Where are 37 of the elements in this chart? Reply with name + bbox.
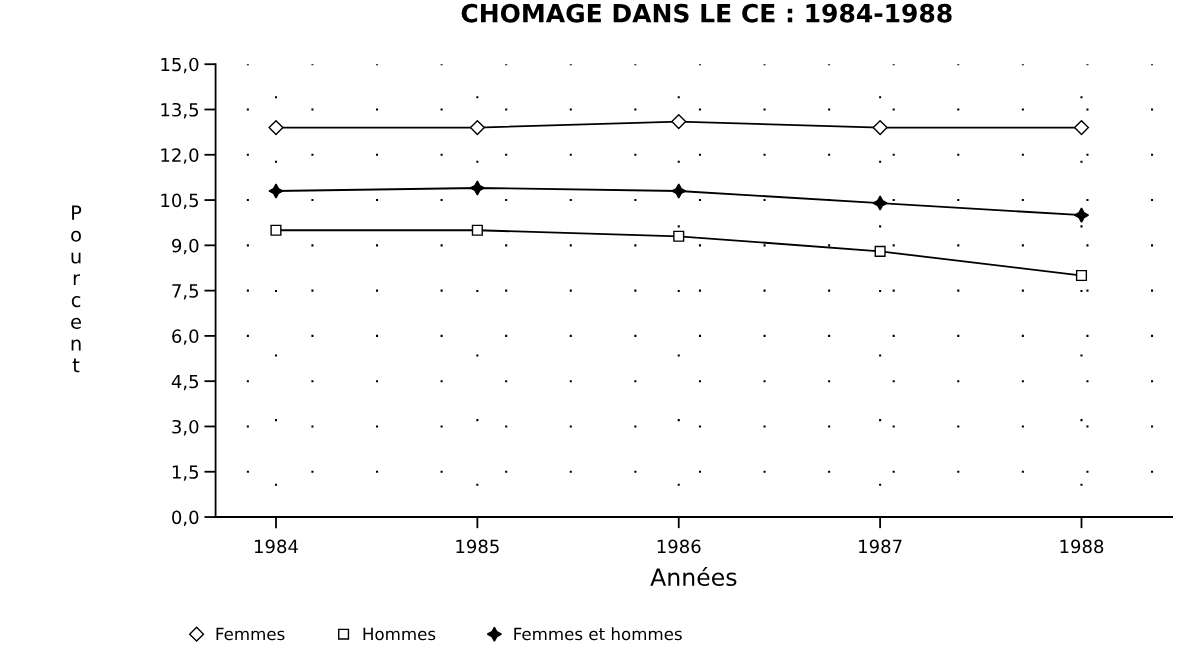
x-tick-label: 1985 (456, 539, 499, 554)
y-tick-label: 7,5 (172, 284, 199, 300)
point (874, 245, 886, 257)
y-tick-label: 12,0 (161, 148, 199, 164)
y-tick-label: 1,5 (172, 465, 199, 481)
point (872, 120, 888, 136)
point (872, 195, 888, 211)
x-tick-label: 1988 (1060, 539, 1104, 554)
x-axis-title: Années (650, 566, 737, 587)
x-tick-label: 1986 (657, 539, 701, 554)
legend-label: Femmes (216, 627, 285, 641)
point (673, 230, 685, 242)
y-tick-label: 9,0 (172, 238, 199, 255)
point (270, 224, 282, 236)
y-tick-label: 4,5 (171, 374, 199, 391)
point (671, 114, 687, 130)
point (268, 183, 284, 199)
chart-title: CHOMAGE DANS LE CE : 1984-1988 (461, 3, 952, 23)
point (1073, 207, 1090, 223)
y-tick-label: 0,0 (172, 510, 199, 526)
point (268, 120, 284, 136)
legend-label: Femmes et hommes (514, 627, 682, 641)
y-tick-label: 15,0 (161, 57, 199, 74)
y-axis-title: Pourcent (71, 205, 82, 373)
point (1073, 120, 1090, 136)
point (671, 183, 687, 199)
x-tick-label: 1987 (859, 539, 902, 554)
y-tick-label: 3,0 (172, 419, 199, 436)
point (469, 120, 485, 136)
x-tick-label: 1984 (254, 539, 298, 554)
point (1075, 269, 1088, 282)
point (471, 224, 483, 236)
y-tick-label: 13,5 (161, 102, 199, 119)
y-tick-label: 10,5 (161, 193, 199, 210)
legend-label: Hommes (363, 627, 436, 641)
point (469, 180, 486, 196)
y-tick-label: 6,0 (172, 329, 199, 345)
